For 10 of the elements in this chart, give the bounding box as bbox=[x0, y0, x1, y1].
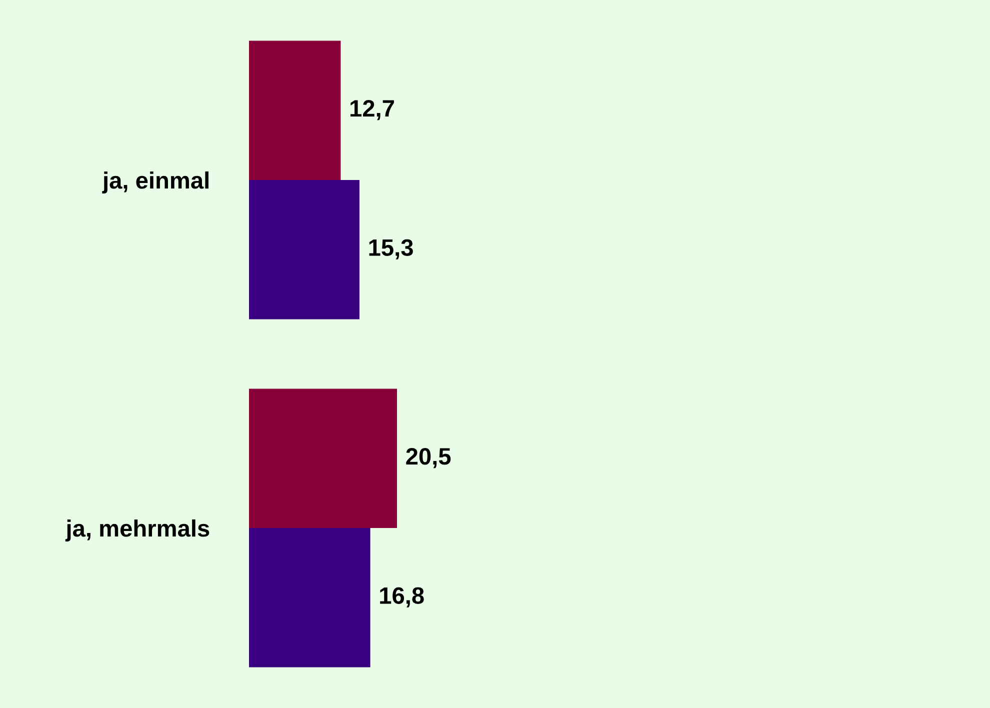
data-label: 12,7 bbox=[350, 100, 394, 120]
bar bbox=[249, 40, 341, 180]
bar bbox=[249, 528, 370, 668]
bar bbox=[249, 388, 397, 528]
data-label: 16,8 bbox=[380, 587, 424, 608]
bar bbox=[249, 180, 360, 320]
y-tick-label: ja, mehrmals bbox=[65, 519, 210, 542]
data-label: 15,3 bbox=[369, 239, 413, 260]
data-label: 20,5 bbox=[406, 448, 451, 468]
y-tick-label: ja, einmal bbox=[102, 171, 208, 194]
